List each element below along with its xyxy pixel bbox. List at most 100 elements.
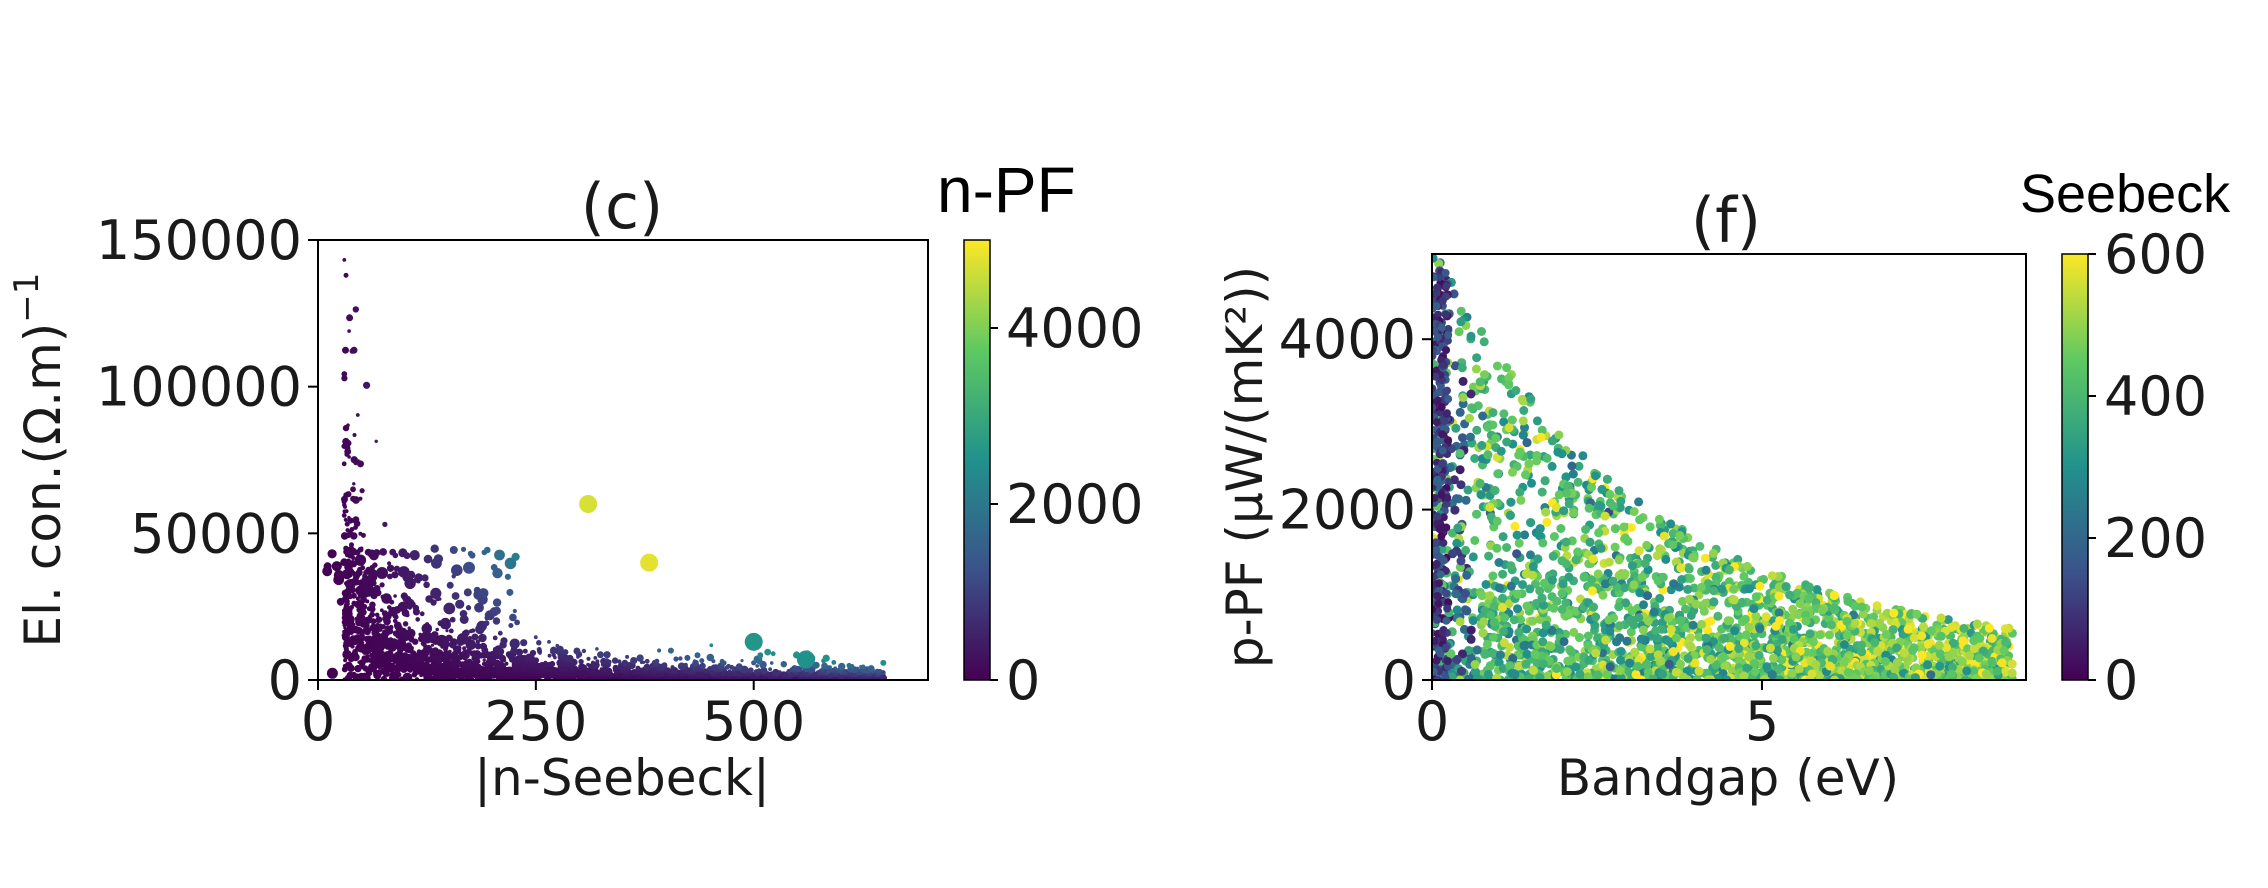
scatter-point [550,661,555,665]
scatter-point [374,612,380,618]
scatter-point [1614,602,1624,612]
scatter-point [1943,615,1953,625]
scatter-point [1492,543,1502,553]
colorbar-tick-label: 2000 [1006,473,1143,536]
scatter-point [418,632,422,637]
scatter-point [1510,521,1520,531]
scatter-point [1518,580,1527,590]
scatter-point [387,561,392,566]
scatter-point [323,562,332,571]
scatter-point [354,554,367,566]
scatter-point [352,496,360,504]
scatter-point [1538,538,1548,548]
scatter-point [1502,363,1512,373]
scatter-point [595,659,600,664]
scatter-point [402,621,409,627]
scatter-point [1488,648,1498,658]
scatter-point [641,660,646,664]
scatter-point [493,659,501,667]
scatter-point [780,661,787,668]
scatter-point [1657,618,1667,628]
scatter-point [1559,637,1569,647]
scatter-point [1519,406,1529,415]
scatter-point [550,646,558,654]
scatter-point [631,669,638,675]
scatter-point [1701,598,1710,608]
y-tick-label: 0 [268,649,302,712]
scatter-point [393,594,397,598]
scatter-point [379,608,384,613]
scatter-point [621,659,629,667]
scatter-point [1455,465,1465,475]
x-tick-label: 250 [484,690,587,753]
scatter-point [1563,481,1573,491]
scatter-point [425,644,432,651]
scatter-point [409,550,420,561]
scatter-point [1471,364,1481,374]
scatter-point [357,627,363,633]
scatter-point [520,639,528,647]
scatter-point [423,581,430,589]
scatter-point [1711,560,1721,570]
scatter-point [361,603,368,610]
scatter-point [859,664,863,669]
scatter-point [1561,598,1571,608]
scatter-point [699,662,706,670]
scatter-point [1574,461,1584,471]
scatter-point [431,647,440,655]
scatter-point [1626,523,1636,533]
scatter-point [1522,624,1532,634]
scatter-point [661,662,668,669]
scatter-point [1614,621,1624,631]
scatter-point [360,532,366,538]
scatter-point [586,662,590,667]
scatter-point [1458,393,1468,402]
scatter-point [1718,653,1728,663]
scatter-point [380,624,386,630]
scatter-point [386,564,395,572]
scatter-point [1452,538,1462,548]
scatter-point [1477,440,1487,450]
scatter-point [474,602,484,613]
scatter-point [838,662,846,671]
scatter-point [846,662,852,669]
scatter-point [1455,675,1465,680]
scatter-point [389,599,395,605]
scatter-point [350,532,358,540]
scatter-point [349,542,354,548]
scatter-point [1793,610,1803,620]
scatter-point [1767,571,1777,581]
scatter-point [424,624,431,631]
scatter-point [326,667,338,679]
scatter-point [1755,624,1765,634]
scatter-point [1455,407,1465,417]
scatter-point [484,546,491,554]
scatter-point [1573,477,1583,487]
scatter-point [1457,363,1467,373]
scatter-point [1535,586,1545,596]
scatter-point [471,633,479,641]
scatter-point [419,611,425,617]
scatter-point [350,592,357,599]
scatter-point [1458,433,1467,443]
scatter-point [1703,625,1713,635]
scatter-point [1903,624,1913,634]
scatter-point [341,375,348,382]
scatter-point [1513,604,1522,614]
scatter-point [1948,638,1958,648]
scatter-point [1479,337,1489,347]
scatter-point [475,639,480,644]
scatter-point [1875,618,1885,628]
scatter-point [1528,561,1538,571]
scatter-point [636,654,644,662]
scatter-point [1554,430,1564,440]
scatter-point [556,645,564,654]
scatter-point [1694,632,1704,642]
scatter-point [343,517,348,522]
scatter-point [467,636,472,641]
scatter-point [360,565,366,571]
scatter-point [1720,661,1730,671]
scatter-point [612,664,619,671]
scatter-point [1467,403,1477,413]
